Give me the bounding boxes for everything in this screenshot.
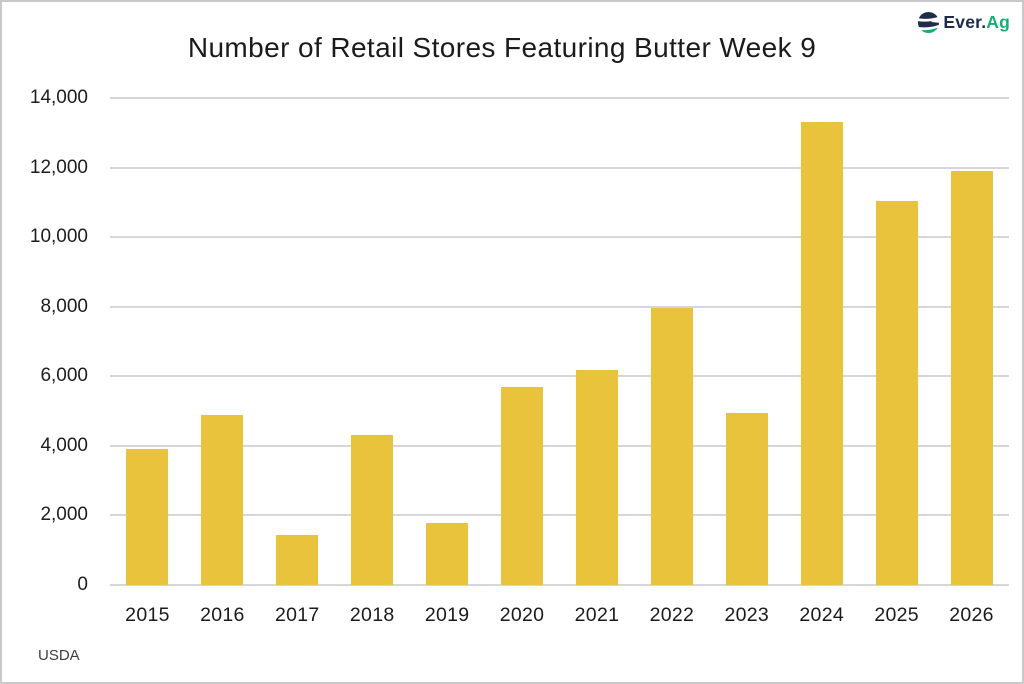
bar-2021 — [575, 370, 618, 585]
x-tick-label-2026: 2026 — [949, 604, 994, 626]
gridline-8000 — [110, 305, 1009, 308]
gridline-4000 — [110, 444, 1009, 447]
y-tick-label-6000: 6,000 — [40, 365, 88, 387]
chart-plot-area — [110, 97, 1009, 586]
source-note: USDA — [38, 647, 80, 664]
x-axis: 2015 2016 2017 2018 2019 2020 2021 2022 2023 2024… — [110, 604, 1009, 632]
bar-2025 — [875, 200, 918, 585]
x-tick-label-2023: 2023 — [724, 604, 770, 626]
logo-text-ag: Ag — [986, 12, 1010, 32]
gridline-12000 — [110, 166, 1009, 169]
ever-ag-globe-icon — [917, 11, 940, 34]
y-tick-label-8000: 8,000 — [40, 295, 88, 317]
bar-2015 — [126, 449, 169, 585]
x-tick-label-2017: 2017 — [274, 604, 320, 626]
bar-2017 — [276, 534, 319, 585]
logo-text: Ever.Ag — [943, 12, 1010, 33]
gridline-0 — [110, 584, 1009, 586]
y-tick-label-2000: 2,000 — [40, 504, 88, 526]
bar-2024 — [800, 122, 843, 585]
bar-2016 — [201, 414, 244, 585]
y-axis: 0 2,000 4,000 6,000 8,000 10,000 12,000 14,000 — [2, 87, 88, 595]
gridline-2000 — [110, 514, 1009, 517]
x-tick-label-2021: 2021 — [574, 604, 620, 626]
bar-2019 — [426, 523, 469, 585]
bar-2023 — [725, 412, 768, 585]
bar-2018 — [351, 435, 394, 585]
x-tick-label-2015: 2015 — [125, 604, 170, 626]
gridline-6000 — [110, 375, 1009, 378]
x-tick-label-2018: 2018 — [349, 604, 395, 626]
bar-2022 — [650, 308, 693, 585]
y-tick-label-14000: 14,000 — [29, 87, 88, 108]
y-tick-label-12000: 12,000 — [29, 156, 88, 178]
chart-title: Number of Retail Stores Featuring Butter… — [187, 32, 817, 63]
logo-text-ever: Ever. — [943, 12, 987, 32]
x-tick-label-2024: 2024 — [799, 604, 844, 626]
x-tick-label-2022: 2022 — [649, 604, 695, 626]
y-tick-label-4000: 4,000 — [40, 434, 88, 456]
bar-2020 — [501, 386, 544, 585]
ever-ag-logo: Ever.Ag — [917, 11, 1010, 34]
y-tick-label-10000: 10,000 — [29, 226, 88, 248]
gridline-14000 — [110, 97, 1009, 99]
x-tick-label-2020: 2020 — [499, 604, 545, 626]
x-tick-label-2025: 2025 — [874, 604, 919, 626]
y-tick-label-0: 0 — [77, 574, 88, 595]
x-tick-label-2016: 2016 — [200, 604, 245, 626]
gridline-10000 — [110, 236, 1009, 239]
bar-2026 — [950, 171, 993, 585]
x-tick-label-2019: 2019 — [424, 604, 470, 626]
